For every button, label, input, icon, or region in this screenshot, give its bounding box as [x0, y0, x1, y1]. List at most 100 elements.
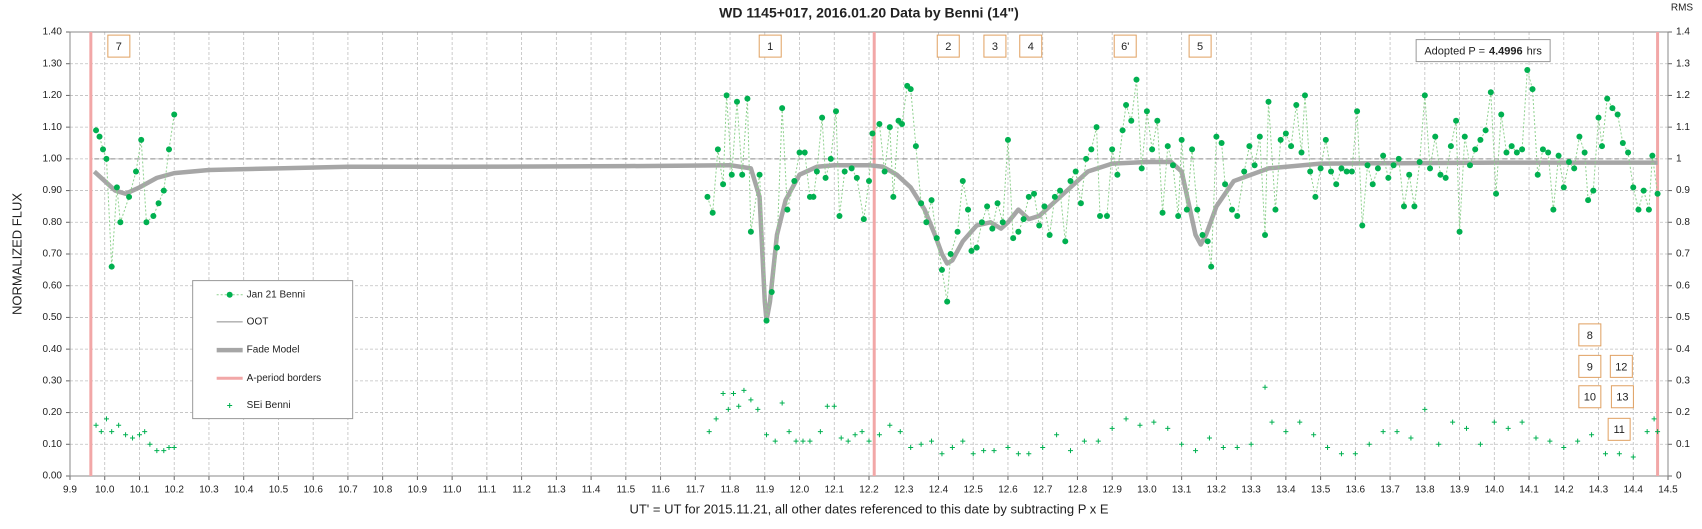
data-point	[1128, 117, 1135, 124]
x-tick-label: 13.2	[1207, 485, 1227, 496]
sei-marker	[960, 438, 966, 444]
y2-tick-label: 1.4	[1676, 27, 1690, 38]
data-point	[723, 92, 730, 99]
data-point	[1614, 111, 1621, 118]
sei-marker	[93, 422, 99, 428]
data-point	[1604, 95, 1611, 102]
data-point	[1317, 165, 1324, 172]
y-tick-label: 1.20	[43, 90, 63, 101]
x-tick-label: 14.3	[1589, 485, 1609, 496]
data-point	[709, 209, 716, 216]
data-point	[994, 200, 1001, 207]
x-tick-label: 12.8	[1068, 485, 1088, 496]
x-tick-label: 11.0	[443, 485, 462, 496]
sei-marker	[772, 438, 778, 444]
y-tick-label: 0.50	[43, 312, 63, 323]
y-tick-label: 0.80	[43, 217, 63, 228]
sei-marker	[142, 429, 148, 435]
y-tick-label: 0.30	[43, 375, 63, 386]
sei-marker	[725, 406, 731, 412]
data-point	[1576, 133, 1583, 140]
sei-marker	[731, 391, 737, 397]
sei-marker	[1151, 419, 1157, 425]
sei-marker	[1644, 429, 1650, 435]
annotation-label: 12	[1615, 361, 1627, 373]
data-point	[1154, 117, 1161, 124]
annotation-label: 8	[1587, 330, 1593, 342]
sei-marker	[1366, 441, 1372, 447]
sei-marker	[929, 438, 935, 444]
sei-marker	[103, 416, 109, 422]
sei-marker	[845, 438, 851, 444]
sei-marker	[859, 429, 865, 435]
data-point	[1477, 136, 1484, 143]
data-point	[1359, 222, 1366, 229]
x-tick-label: 12.3	[894, 485, 914, 496]
period-prefix: Adopted P =	[1424, 46, 1485, 58]
data-point	[1262, 231, 1269, 238]
annotation-box	[1607, 417, 1631, 441]
x-tick-label: 14.2	[1554, 485, 1574, 496]
data-point	[1590, 187, 1597, 194]
data-point	[1025, 193, 1032, 200]
data-point	[1545, 149, 1552, 156]
data-point	[166, 146, 173, 153]
y-tick-label: 1.10	[43, 122, 63, 133]
data-point	[1067, 178, 1074, 185]
sei-marker	[1283, 429, 1289, 435]
data-point	[1208, 263, 1215, 270]
data-point	[1645, 206, 1652, 213]
sei-marker	[1193, 448, 1199, 454]
x-tick-label: 13.8	[1415, 485, 1435, 496]
sei-marker	[1040, 444, 1046, 450]
x-tick-label: 10.9	[408, 485, 428, 496]
data-point	[1400, 203, 1407, 210]
data-point	[1256, 133, 1263, 140]
data-point	[1466, 162, 1473, 169]
data-point	[1453, 117, 1460, 124]
data-point	[869, 130, 876, 137]
data-point	[1204, 238, 1211, 245]
data-point	[933, 235, 940, 242]
sei-marker	[1311, 432, 1317, 438]
sei-marker	[1380, 429, 1386, 435]
y2-tick-label: 0.7	[1676, 249, 1690, 260]
data-point	[959, 178, 966, 185]
data-point	[1178, 136, 1185, 143]
x-tick-label: 13.4	[1276, 485, 1296, 496]
annotation-box	[936, 34, 960, 58]
sei-marker	[1269, 419, 1275, 425]
x-tick-label: 12.7	[1033, 485, 1053, 496]
data-point	[1213, 133, 1220, 140]
period-value: 4.4996	[1489, 46, 1523, 58]
x-tick-label: 10.8	[373, 485, 393, 496]
data-point	[989, 225, 996, 232]
data-point	[1472, 146, 1479, 153]
data-point	[155, 200, 162, 207]
sei-marker	[147, 441, 153, 447]
data-point	[1416, 159, 1423, 166]
data-point	[1482, 127, 1489, 134]
sei-marker	[1655, 429, 1661, 435]
sei-marker	[1262, 384, 1268, 390]
y-tick-label: 0.70	[43, 249, 63, 260]
data-point	[1565, 159, 1572, 166]
data-point	[133, 168, 140, 175]
x-tick-label: 11.8	[721, 485, 740, 496]
sei-marker	[116, 422, 122, 428]
y-tick-label: 1.30	[43, 58, 63, 69]
data-point	[1277, 136, 1284, 143]
annotation-box	[107, 34, 131, 58]
data-point	[1062, 238, 1069, 245]
data-point	[1442, 174, 1449, 181]
sei-marker	[1464, 425, 1470, 431]
sei-marker	[1165, 425, 1171, 431]
data-point	[1123, 101, 1130, 108]
x-tick-label: 11.5	[616, 485, 635, 496]
data-point	[714, 146, 721, 153]
sei-marker	[161, 448, 167, 454]
data-point	[1004, 136, 1011, 143]
data-point	[832, 108, 839, 115]
data-point	[138, 136, 145, 143]
sei-marker	[1630, 454, 1636, 460]
